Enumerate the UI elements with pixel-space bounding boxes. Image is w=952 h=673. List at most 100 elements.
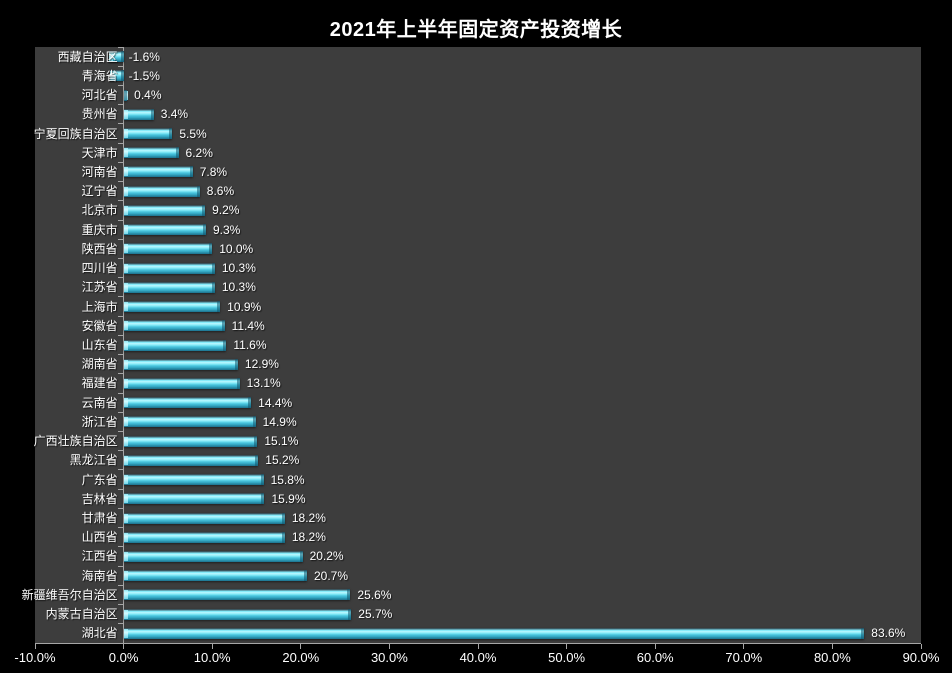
bar [123,339,227,351]
category-axis-tick [118,507,124,509]
bar-value-label: 8.6% [206,184,235,199]
category-axis-tick [118,161,124,163]
bar [109,51,124,63]
x-axis-tick-label: 50.0% [548,650,586,665]
bar [110,70,124,82]
category-label: 甘肃省 [81,511,118,526]
bar-value-label: 15.2% [265,453,300,468]
x-axis-tick-label: 40.0% [459,650,497,665]
bar-value-label: 20.7% [314,568,349,583]
x-axis-tick-label: 70.0% [725,650,763,665]
category-axis-tick [118,373,124,375]
bar [123,608,352,620]
category-label: 广东省 [81,472,118,487]
value-axis-tick [566,644,568,649]
bar [123,570,308,582]
bar [123,377,240,389]
x-axis-tick-label: 20.0% [282,650,320,665]
category-label: 陕西省 [81,241,118,256]
category-axis-tick [118,392,124,394]
bar-value-label: 10.3% [221,280,256,295]
x-axis-tick-label: 90.0% [902,650,940,665]
bar-value-label: 14.4% [258,395,293,410]
category-axis-tick [118,334,124,336]
bar [123,454,259,466]
category-label: 海南省 [81,568,118,583]
category-axis-tick [118,604,124,606]
category-label: 广西壮族自治区 [33,434,118,449]
bar [123,435,258,447]
bar-value-label: 10.3% [221,261,256,276]
bar-value-label: 15.9% [271,491,306,506]
bar-value-label: 18.2% [291,530,326,545]
value-axis-tick [211,644,213,649]
category-axis-tick [118,238,124,240]
bar-value-label: 11.4% [231,318,265,333]
bar-value-label: 12.9% [244,357,279,372]
bar [123,185,200,197]
category-label: 江苏省 [81,280,118,295]
bar [123,301,221,313]
value-axis-tick [34,644,36,649]
category-axis-tick [118,181,124,183]
bar [123,416,256,428]
bar-value-label: 13.1% [246,376,281,391]
category-label: 青海省 [81,68,118,83]
category-axis-tick [118,546,124,548]
bar-value-label: -1.5% [128,68,160,83]
bar [123,128,173,140]
bar-value-label: 83.6% [871,626,906,641]
category-label: 云南省 [81,395,118,410]
category-label: 内蒙古自治区 [45,607,118,622]
value-axis-tick [920,644,922,649]
category-label: 湖南省 [81,357,118,372]
category-axis-tick [118,565,124,567]
bar [123,397,252,409]
category-axis-tick [118,584,124,586]
x-axis-tick-label: -10.0% [14,650,56,665]
bar [123,474,264,486]
category-axis-tick [118,277,124,279]
x-axis-tick-label: 0.0% [108,650,139,665]
category-label: 天津市 [81,145,118,160]
category-label: 山西省 [81,530,118,545]
x-axis-tick-label: 30.0% [370,650,408,665]
bar-value-label: 25.6% [357,587,392,602]
category-label: 北京市 [81,203,118,218]
bar [123,147,179,159]
category-axis-tick [118,450,124,452]
category-axis-tick [118,296,124,298]
category-axis-tick [118,623,124,625]
category-axis-tick [118,46,124,48]
bar-value-label: 15.8% [270,472,305,487]
bar-value-label: 11.6% [233,338,267,352]
category-axis-tick [118,142,124,144]
bar [123,166,193,178]
bar-value-label: 7.8% [199,164,228,179]
category-axis-tick [118,431,124,433]
value-axis-tick [123,644,125,649]
value-axis-tick [477,644,479,649]
category-axis-tick [118,315,124,317]
category-axis-tick [118,219,124,221]
bar [123,262,216,274]
bar-value-label: 5.5% [179,126,207,141]
bar-value-label: 10.9% [227,299,262,314]
bar [123,320,225,332]
category-label: 吉林省 [81,491,118,506]
bar [123,531,286,543]
bar [123,108,154,120]
chart-title: 2021年上半年固定资产投资增长 [329,19,623,41]
category-label: 山东省 [81,338,118,352]
category-label: 上海市 [81,299,118,314]
bar [123,550,303,562]
value-axis-tick [831,644,833,649]
bar [123,281,216,293]
category-axis-tick [118,123,124,125]
category-label: 河南省 [81,164,118,179]
bar-value-label: 0.4% [134,88,162,103]
bar [123,204,206,216]
category-axis-tick [118,354,124,356]
x-axis-tick-label: 80.0% [813,650,851,665]
category-label: 重庆市 [81,222,118,237]
